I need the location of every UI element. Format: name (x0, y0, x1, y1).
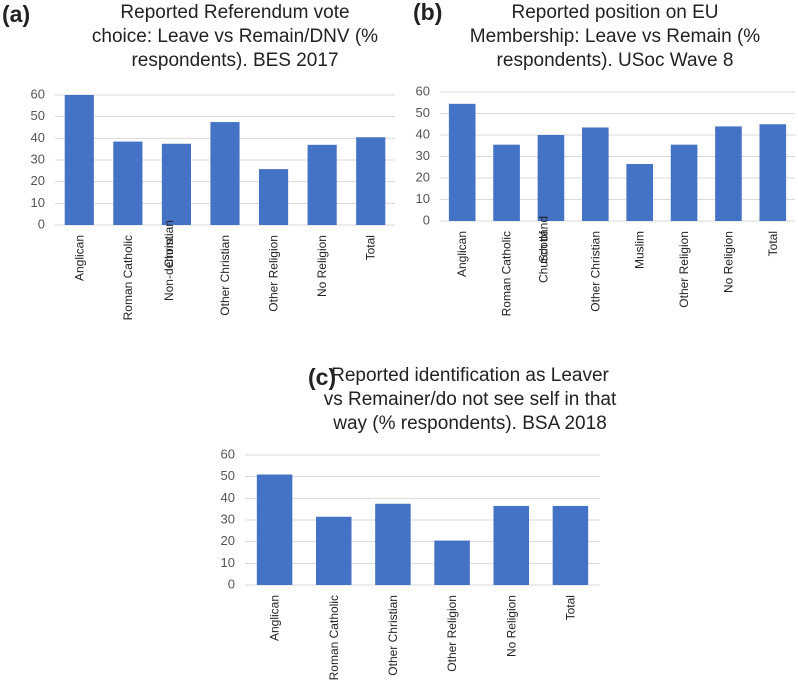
chart-title: Reported identification as Leaver vs Rema… (324, 365, 617, 434)
y-tick-label: 40 (221, 490, 235, 505)
bar (161, 143, 191, 225)
y-tick-label: 50 (31, 108, 45, 123)
x-tick-label: Roman Catholic (327, 595, 341, 680)
bar (759, 124, 787, 221)
x-tick-label: Anglican (268, 595, 282, 641)
y-tick-label: 30 (221, 511, 235, 526)
x-tick-label: Other Religion (445, 595, 459, 672)
x-tick-label: Anglican (455, 231, 469, 277)
chart-title: Reported Referendum vote choice: Leave vs… (92, 2, 378, 71)
y-tick-label: 40 (31, 130, 45, 145)
y-tick-label: 10 (416, 191, 430, 206)
x-tick-label: Church ofScotland (536, 216, 550, 283)
chart-title: Reported position on EU Membership: Leave… (470, 2, 760, 71)
bar (434, 540, 470, 585)
bar (307, 144, 337, 225)
x-tick-label: Other Christian (218, 235, 232, 316)
bar (582, 127, 609, 221)
bar (210, 122, 240, 225)
y-tick-label: 10 (31, 195, 45, 210)
y-tick-label: 40 (416, 126, 430, 141)
bar (64, 95, 94, 225)
x-tick-label: Other Religion (267, 235, 281, 312)
y-tick-label: 20 (31, 173, 45, 188)
y-tick-label: 30 (31, 151, 45, 166)
bar (670, 144, 698, 221)
x-tick-label: Roman Catholic (121, 235, 135, 320)
bar (537, 135, 565, 221)
x-tick-label: Total (364, 235, 378, 260)
x-tick-label: Non-denom.Christian (162, 220, 176, 301)
y-tick-label: 60 (31, 86, 45, 101)
y-tick-label: 50 (221, 468, 235, 483)
bar (113, 141, 143, 225)
bar (552, 505, 589, 585)
x-tick-label: Total (563, 595, 577, 620)
x-tick-label: Other Religion (677, 231, 691, 308)
y-tick-label: 20 (221, 533, 235, 548)
y-tick-label: 10 (221, 555, 235, 570)
panel-label: (c) (308, 364, 336, 390)
bar (448, 103, 476, 221)
bar (626, 164, 653, 221)
y-tick-label: 60 (221, 446, 235, 461)
bar (356, 137, 386, 225)
y-tick-label: 0 (423, 212, 430, 227)
bar (715, 126, 742, 221)
panel-label: (a) (2, 1, 30, 27)
y-tick-label: 50 (416, 105, 430, 120)
y-tick-label: 20 (416, 169, 430, 184)
y-tick-label: 60 (416, 83, 430, 98)
x-tick-label: No Religion (315, 235, 329, 297)
panel-label: (b) (413, 0, 442, 25)
x-tick-label: Roman Catholic (500, 231, 514, 316)
x-tick-label: No Religion (721, 231, 735, 293)
x-tick-label: Anglican (72, 235, 86, 281)
bar (375, 503, 411, 585)
y-tick-label: 0 (228, 576, 235, 591)
bar (493, 505, 529, 585)
bar (493, 144, 520, 221)
x-tick-label: Other Christian (386, 595, 400, 676)
y-tick-label: 0 (38, 216, 45, 231)
x-tick-label: No Religion (504, 595, 518, 657)
y-tick-label: 30 (416, 148, 430, 163)
bar (316, 516, 352, 585)
x-tick-label: Muslim (633, 231, 647, 269)
x-tick-label: Other Christian (588, 231, 602, 312)
bar (259, 169, 289, 225)
bar (256, 474, 293, 585)
x-tick-label: Total (766, 231, 780, 256)
